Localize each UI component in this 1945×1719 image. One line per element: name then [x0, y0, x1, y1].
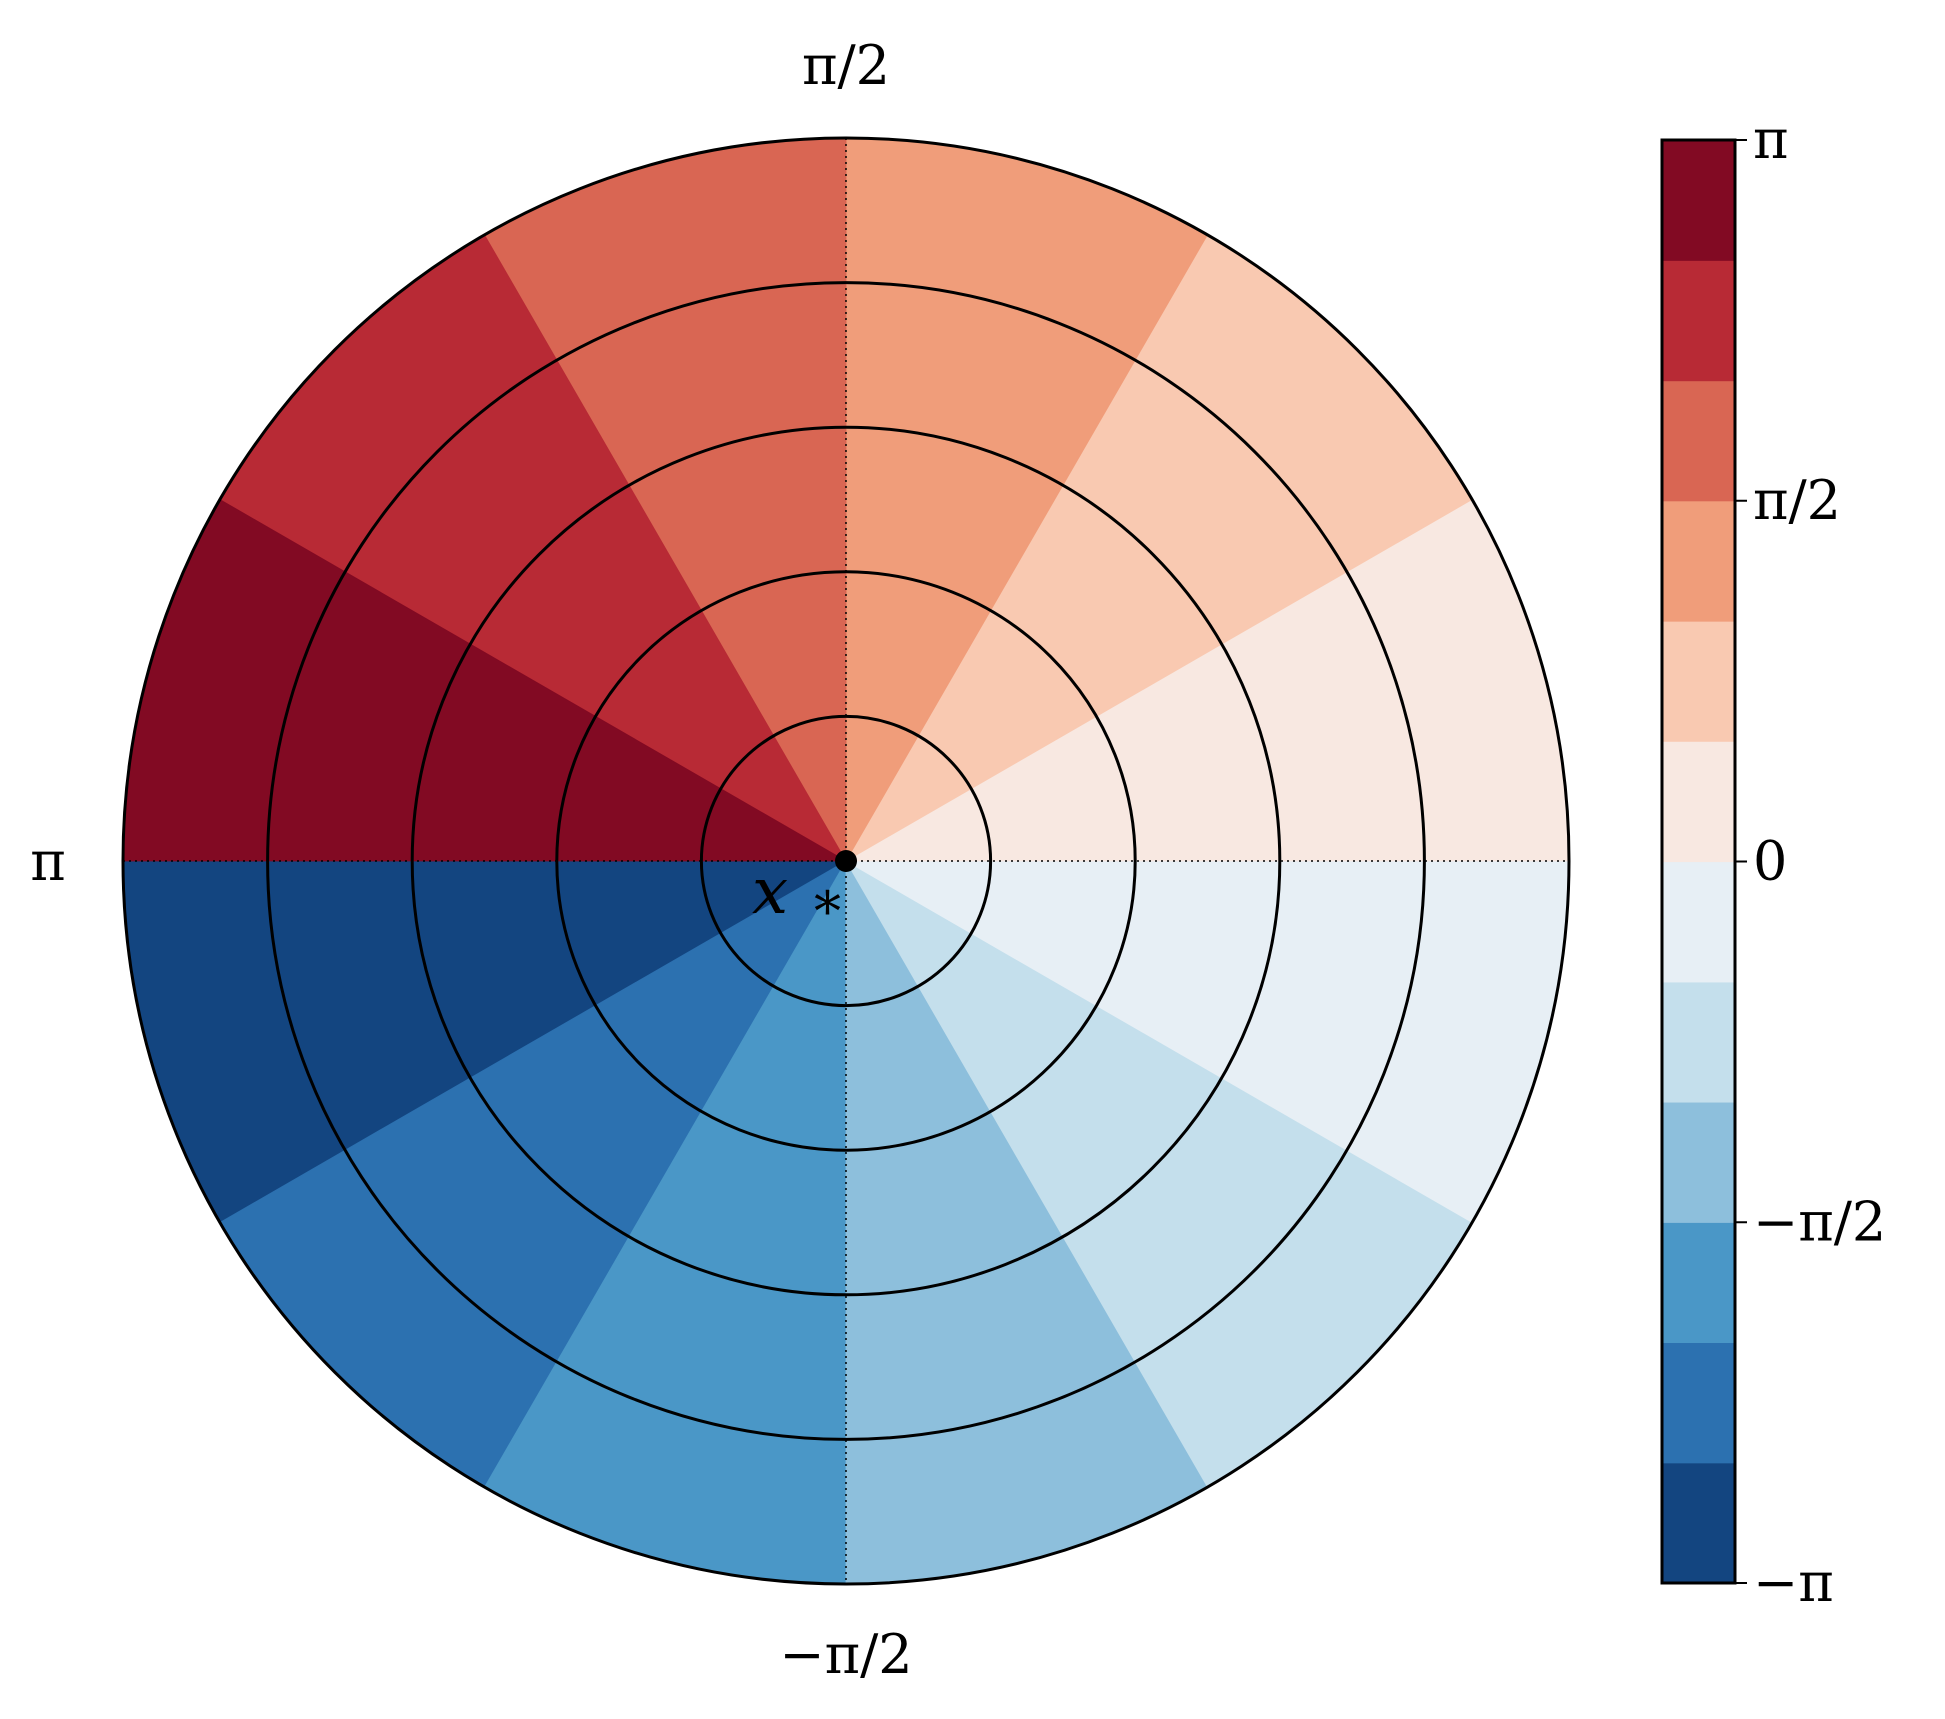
ring-circle — [121, 136, 1571, 1586]
colorbar-segment — [1662, 1342, 1735, 1464]
colorbar-tick-label: −π/2 — [1753, 1190, 1886, 1253]
ring-circle — [699, 714, 993, 1008]
colorbar-tick-label: −π — [1753, 1551, 1834, 1614]
center-label: x — [752, 855, 788, 929]
ring-circle — [410, 425, 1282, 1297]
colorbar-segment — [1662, 1462, 1735, 1584]
colorbar-segment — [1662, 1101, 1735, 1223]
colorbar-tick-label: π — [1753, 108, 1789, 171]
colorbar-segment — [1662, 380, 1735, 502]
angle-label-top: π/2 — [802, 34, 890, 97]
polar-rings — [121, 136, 1571, 1586]
polar-sectors — [122, 137, 1570, 1585]
ring-circle — [266, 281, 1426, 1441]
colorbar-segment — [1662, 861, 1735, 983]
colorbar-tick-label: 0 — [1753, 830, 1787, 893]
colorbar-segment — [1662, 741, 1735, 863]
colorbar-segment — [1662, 981, 1735, 1103]
ring-circle — [555, 570, 1137, 1152]
angle-label-bottom: −π/2 — [779, 1623, 912, 1686]
center-point — [835, 850, 857, 872]
colorbar-segment — [1662, 500, 1735, 622]
axis-guides — [123, 138, 1569, 1584]
center-label-subscript: * — [814, 880, 841, 943]
colorbar-segment — [1662, 1222, 1735, 1344]
colorbar: π π/2 0 −π/2 −π — [1660, 108, 1886, 1614]
colorbar-tick-label: π/2 — [1753, 469, 1841, 532]
angle-label-left: π — [30, 830, 66, 893]
colorbar-segment — [1662, 140, 1735, 261]
colorbar-segment — [1662, 260, 1735, 382]
colorbar-segment — [1662, 621, 1735, 742]
